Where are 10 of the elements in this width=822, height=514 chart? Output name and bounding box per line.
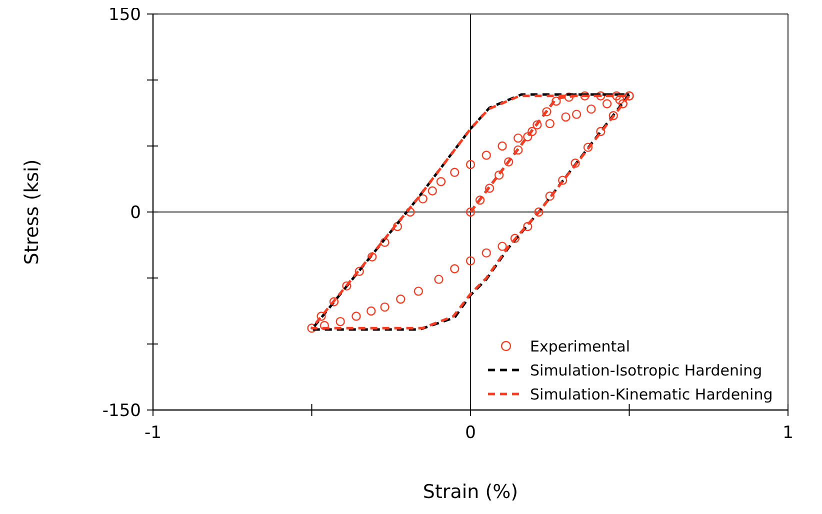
y-tick-label: 0 — [130, 202, 141, 223]
legend-label: Experimental — [530, 337, 630, 356]
legend-label: Simulation-Kinematic Hardening — [530, 385, 773, 404]
y-axis-title: Stress (ksi) — [21, 159, 43, 265]
x-tick-label: 0 — [465, 423, 476, 443]
x-axis-title: Strain (%) — [422, 481, 518, 503]
legend-label: Simulation-Isotropic Hardening — [530, 361, 762, 380]
x-tick-label: -1 — [144, 423, 162, 443]
x-tick-label: 1 — [782, 423, 794, 443]
y-tick-label: -150 — [102, 400, 141, 421]
